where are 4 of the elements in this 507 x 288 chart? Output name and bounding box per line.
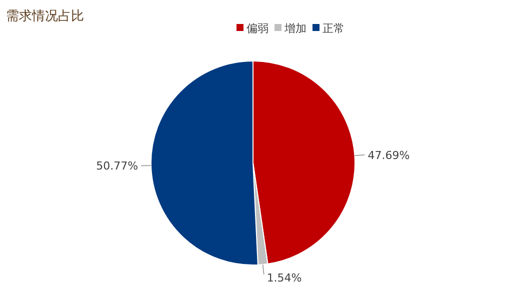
- legend-label: 增加: [284, 22, 306, 35]
- legend-label: 偏弱: [246, 22, 268, 35]
- legend-label: 正常: [322, 22, 344, 35]
- title: 需求情况占比: [6, 9, 84, 24]
